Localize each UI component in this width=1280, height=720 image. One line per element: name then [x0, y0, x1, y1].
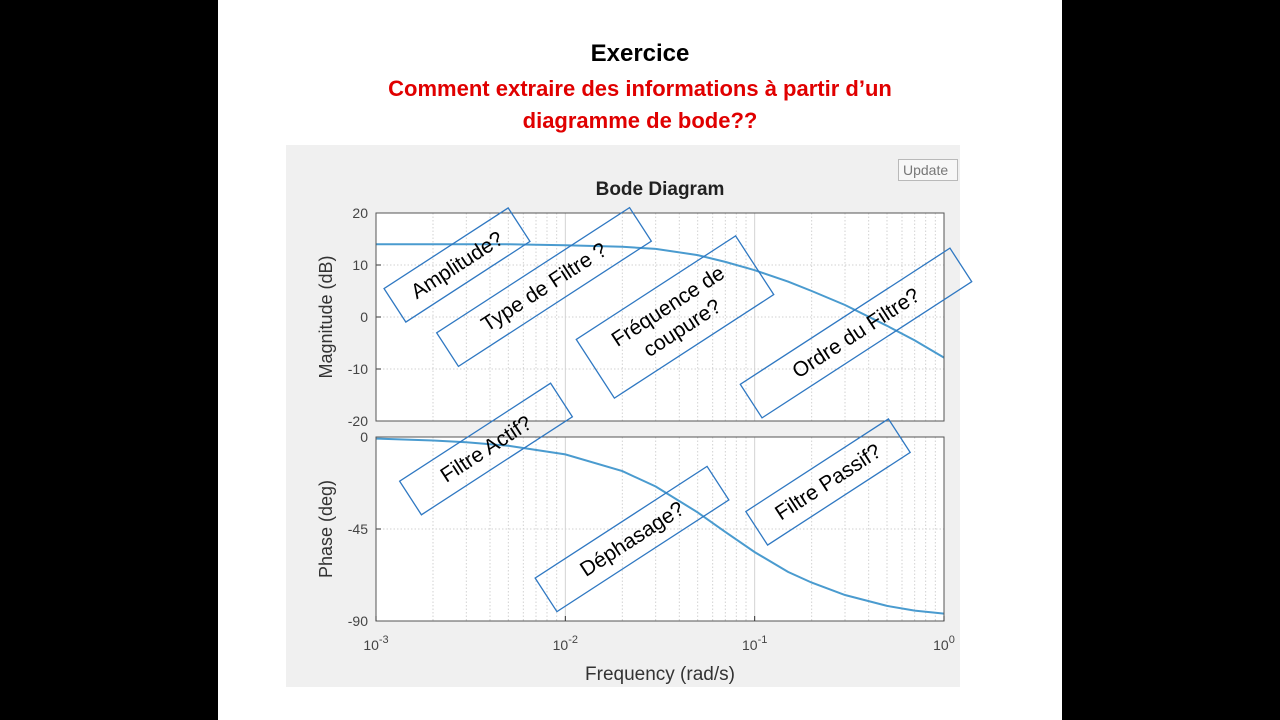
slide-heading: Exercice: [590, 40, 690, 67]
x-tick-label: 100: [933, 634, 955, 653]
annotation-box: [744, 418, 912, 546]
y-tick-label: 0: [360, 429, 368, 445]
x-axis-label: Frequency (rad/s): [585, 664, 735, 685]
y-tick-label: -10: [348, 361, 368, 377]
annotation-box: [739, 247, 973, 419]
annotation-box: [398, 382, 574, 516]
y-tick-label: -90: [348, 613, 368, 629]
y-tick-label: 10: [352, 257, 368, 273]
update-button[interactable]: Update: [898, 159, 958, 181]
y-tick-label: 20: [352, 205, 368, 221]
x-tick-label: 10-2: [553, 634, 578, 653]
y-tick-label: -45: [348, 521, 368, 537]
y-tick-label: -20: [348, 413, 368, 429]
annotation-box: [435, 206, 653, 368]
annotation-box: [383, 207, 531, 323]
y-axis-label-magnitude: Magnitude (dB): [316, 255, 336, 378]
chart-title: Bode Diagram: [596, 179, 725, 200]
magnitude-curve: [376, 243, 945, 359]
annotation-box: [534, 465, 730, 613]
phase-curve: [375, 437, 945, 615]
x-tick-label: 10-1: [742, 634, 767, 653]
plot-frame-magnitude: [375, 212, 945, 422]
x-tick-label: 10-3: [363, 634, 388, 653]
annotation-box: [575, 235, 775, 399]
slide-question-line-1: Comment extraire des informations à part…: [388, 76, 892, 101]
y-tick-label: 0: [360, 309, 368, 325]
plot-frame-phase: [375, 436, 945, 622]
slide-question-line-2: diagramme de bode??: [522, 108, 758, 133]
y-axis-label-phase: Phase (deg): [316, 480, 336, 578]
